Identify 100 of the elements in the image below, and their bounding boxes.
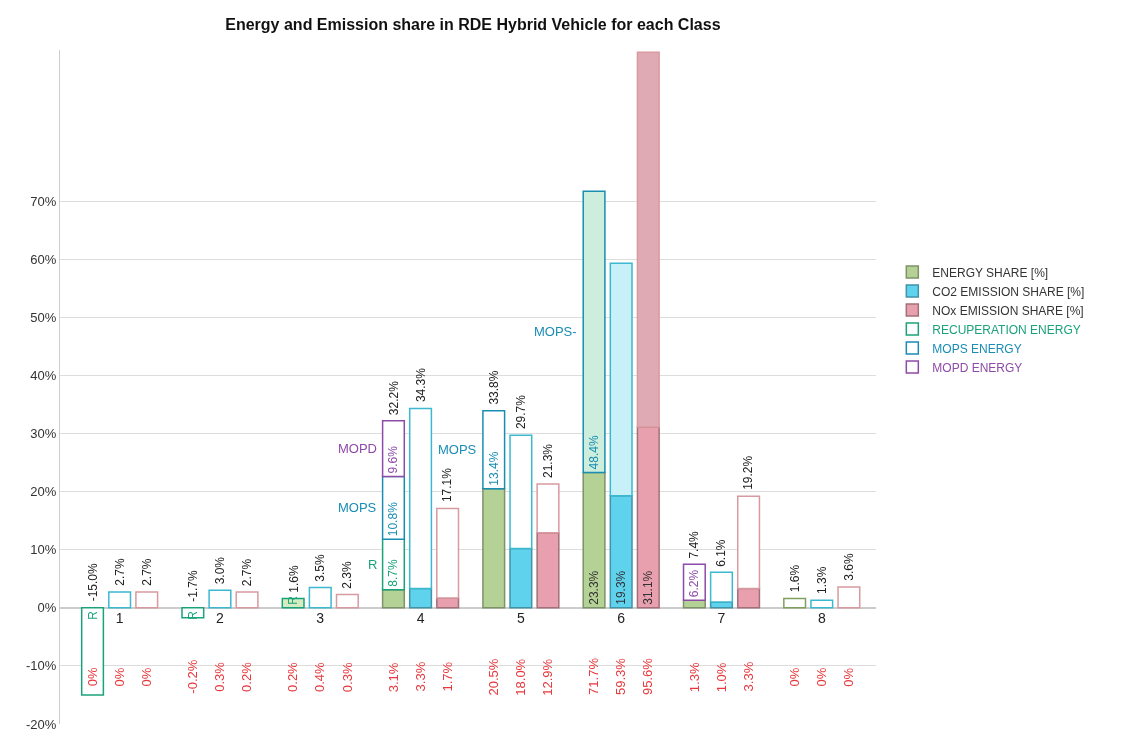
x-tick-label: 6: [617, 609, 626, 626]
bar: [235, 591, 259, 609]
annotation: 0%: [841, 667, 857, 687]
total-label: 6.1%: [714, 539, 729, 567]
bar: [80, 607, 105, 696]
bar: [609, 494, 633, 609]
x-tick-label: 7: [717, 609, 726, 626]
x-tick-label: 8: [817, 609, 826, 626]
total-label: 3.5%: [312, 554, 327, 582]
bar: [536, 532, 560, 609]
annotation: -0.2%: [185, 659, 201, 694]
bar: [509, 434, 533, 550]
y-tick-label: 0%: [37, 600, 57, 616]
total-label: 17.1%: [440, 467, 455, 503]
legend-label: ENERGY SHARE [%]: [932, 265, 1049, 280]
annotation: 12.9%: [540, 658, 556, 696]
annotation: 20.5%: [485, 658, 501, 696]
total-label: 34.3%: [414, 367, 429, 403]
bar: [482, 487, 506, 609]
annotation: R: [368, 557, 378, 572]
bar: [335, 593, 359, 609]
annotation: 3.1%: [385, 662, 401, 693]
y-tick-label: -20%: [26, 716, 57, 732]
total-label: 3.6%: [842, 553, 857, 581]
annotation: 0.2%: [239, 661, 255, 692]
total-label: -15.0%: [85, 562, 100, 602]
data-label: 9.6%: [386, 445, 401, 474]
bar: [408, 407, 433, 590]
x-tick-label: 3: [316, 609, 325, 626]
data-label: R: [85, 610, 100, 620]
bar: [709, 571, 734, 603]
total-label: 32.2%: [386, 380, 401, 416]
bar: [208, 589, 232, 609]
bar: [135, 591, 159, 609]
annotation: 0.3%: [339, 662, 355, 693]
y-tick-label: 70%: [30, 193, 57, 209]
total-label: 1.3%: [814, 566, 829, 595]
legend-label: CO2 EMISSION SHARE [%]: [932, 284, 1085, 299]
annotation: 0%: [84, 667, 100, 687]
total-label: 2.7%: [112, 558, 127, 586]
bar: [308, 586, 332, 609]
annotation: 0.4%: [312, 662, 328, 693]
total-label: 21.3%: [540, 443, 555, 478]
annotation: 0%: [786, 667, 802, 687]
annotation: 1.3%: [686, 662, 702, 693]
x-tick-label: 5: [516, 609, 525, 626]
data-label: 31.1%: [641, 570, 656, 605]
total-label: 7.4%: [687, 530, 702, 559]
bar: [609, 262, 633, 497]
bar: [582, 471, 606, 609]
data-label: 19.3%: [614, 570, 629, 605]
x-tick-label: 1: [115, 609, 124, 626]
bar: [381, 589, 406, 609]
annotation: 0.2%: [285, 661, 301, 692]
bar: [837, 586, 861, 609]
total-label: 19.2%: [741, 455, 756, 490]
y-tick-label: 50%: [30, 309, 57, 325]
annotation: MOPD: [338, 441, 377, 456]
annotation: 0%: [138, 667, 154, 687]
bar: [509, 547, 533, 609]
total-label: 1.6%: [286, 564, 301, 593]
annotation: 3.3%: [740, 661, 756, 692]
y-tick-label: 30%: [30, 426, 57, 442]
total-label: 29.7%: [513, 394, 528, 430]
y-tick-label: 40%: [30, 367, 57, 383]
y-tick-label: 10%: [30, 542, 57, 558]
annotation: 95.6%: [640, 657, 656, 696]
legend-label: RECUPERATION ENERGY: [932, 322, 1081, 337]
total-label: 2.7%: [139, 558, 154, 586]
y-tick-label: 60%: [30, 251, 57, 267]
bar: [408, 587, 433, 609]
annotation: 0%: [813, 667, 829, 687]
y-tick-label: 20%: [30, 484, 57, 500]
chart-title: Energy and Emission share in RDE Hybrid Vehicle for each Class: [225, 15, 721, 33]
data-label: 48.4%: [587, 435, 602, 470]
bar: [582, 190, 606, 474]
bar: [108, 591, 132, 609]
bar: [736, 495, 761, 590]
data-label: 8.7%: [386, 559, 401, 587]
total-label: 3.0%: [212, 556, 227, 585]
data-label: 10.8%: [386, 501, 401, 537]
annotation: 1.7%: [439, 661, 455, 692]
x-tick-label: 2: [216, 609, 225, 626]
bar: [436, 507, 460, 599]
bar: [736, 587, 761, 609]
total-label: -1.7%: [186, 569, 201, 602]
annotation: 59.3%: [613, 657, 629, 695]
total-label: 33.8%: [486, 370, 501, 405]
annotation: MOPS-: [534, 324, 577, 339]
bar: [536, 483, 560, 534]
bar: [783, 597, 807, 609]
annotation: 0.3%: [212, 661, 228, 692]
legend-label: NOx EMISSION SHARE [%]: [932, 303, 1084, 318]
annotation: 18.0%: [513, 658, 529, 696]
total-label: 2.7%: [239, 558, 254, 587]
annotation: 0%: [111, 667, 127, 687]
annotation: MOPS: [438, 442, 477, 457]
total-label: 2.3%: [339, 561, 354, 589]
annotation: 71.7%: [586, 657, 602, 695]
total-label: 1.6%: [788, 564, 803, 593]
